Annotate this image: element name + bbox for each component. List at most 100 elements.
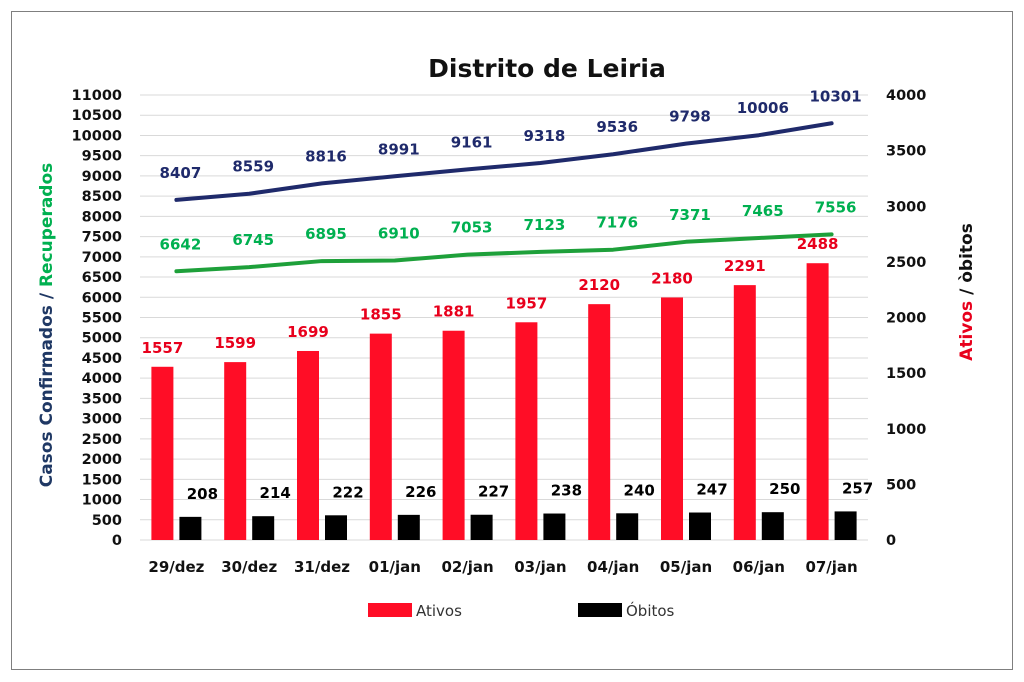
bar-Óbitos xyxy=(834,511,857,540)
right-tick-label: 4000 xyxy=(886,88,926,104)
line-data-label: 7053 xyxy=(451,219,493,237)
left-tick-label: 500 xyxy=(92,513,122,529)
bar-data-label: 226 xyxy=(405,483,436,501)
left-tick-label: 8500 xyxy=(82,189,122,205)
line-data-label: 10006 xyxy=(737,99,789,117)
data-labels: 1557 1599 1699 1855 1881 1957 2120 2180 2291 2488… xyxy=(142,87,874,503)
bar-Ativos xyxy=(661,297,683,540)
line-data-label: 8559 xyxy=(232,158,274,176)
bar-Óbitos xyxy=(252,516,275,540)
left-axis-title-part: Casos Confirmados xyxy=(37,305,57,487)
bar-data-label: 1881 xyxy=(433,303,475,321)
bar-data-label: 208 xyxy=(187,485,218,503)
left-tick-label: 0 xyxy=(112,533,122,549)
bar-data-label: 1957 xyxy=(506,294,548,312)
left-axis-title-part: Recuperados xyxy=(37,163,57,287)
line-series xyxy=(174,232,834,274)
left-axis-title-part: / xyxy=(37,287,57,305)
bar-Óbitos xyxy=(470,514,493,540)
right-tick-label: 3000 xyxy=(886,199,926,215)
bar-data-label: 1599 xyxy=(214,334,256,352)
lines xyxy=(174,121,834,274)
category-label: 04/jan xyxy=(587,558,639,576)
bar-data-label: 2488 xyxy=(797,235,839,253)
bar-data-label: 247 xyxy=(696,481,727,499)
line-data-label: 9161 xyxy=(451,133,493,151)
bar-Ativos xyxy=(588,304,611,540)
category-labels: 29/dez 30/dez 31/dez 01/jan 02/jan 03/jan 04/j… xyxy=(148,558,857,576)
right-tick-label: 1500 xyxy=(886,366,926,382)
category-label: 05/jan xyxy=(660,558,712,576)
chart-frame xyxy=(11,11,1013,670)
bar-Ativos xyxy=(224,362,247,540)
legend-swatch xyxy=(578,603,622,617)
bar-data-label: 227 xyxy=(478,483,509,501)
category-label: 29/dez xyxy=(148,558,204,576)
bars xyxy=(151,263,857,540)
legend: Ativos Óbitos xyxy=(368,601,675,620)
line-data-label: 7371 xyxy=(669,206,711,224)
left-axis-ticks: 0 500 1000 1500 2000 2500 3000 3500 4000 4500 5000… xyxy=(72,88,122,549)
left-tick-label: 4000 xyxy=(82,371,122,387)
line-data-label: 9536 xyxy=(596,118,638,136)
bar-Ativos xyxy=(515,322,538,540)
bar-Ativos xyxy=(806,263,829,540)
line-data-label: 6895 xyxy=(305,225,347,243)
left-tick-label: 2500 xyxy=(82,432,122,448)
right-axis-ticks: 0 500 1000 1500 2000 2500 3000 3500 4000 xyxy=(886,88,926,549)
right-axis-title-part: / òbitos xyxy=(957,223,977,301)
left-tick-label: 6500 xyxy=(82,270,122,286)
bar-data-label: 2120 xyxy=(578,276,620,294)
legend-label: Ativos xyxy=(416,602,462,620)
left-tick-label: 10000 xyxy=(72,128,122,144)
right-axis-title: Ativos / òbitos xyxy=(957,223,977,361)
right-tick-label: 2500 xyxy=(886,255,926,271)
bar-Ativos xyxy=(442,330,465,540)
line-data-label: 6745 xyxy=(232,231,274,249)
bar-data-label: 1699 xyxy=(287,323,329,341)
left-tick-label: 3500 xyxy=(82,391,122,407)
right-tick-label: 3500 xyxy=(886,144,926,160)
left-tick-label: 1500 xyxy=(82,472,122,488)
left-tick-label: 11000 xyxy=(72,88,122,104)
chart-title: Distrito de Leiria xyxy=(428,54,666,83)
bar-data-label: 257 xyxy=(842,479,873,497)
left-tick-label: 9000 xyxy=(82,169,122,185)
category-label: 06/jan xyxy=(733,558,785,576)
left-tick-label: 7500 xyxy=(82,230,122,246)
line-data-label: 6910 xyxy=(378,224,420,242)
left-tick-label: 9500 xyxy=(82,149,122,165)
category-label: 07/jan xyxy=(805,558,857,576)
bar-data-label: 2291 xyxy=(724,257,766,275)
bar-data-label: 214 xyxy=(260,484,291,502)
line-data-label: 7123 xyxy=(524,216,566,234)
left-axis-title: Casos Confirmados / Recuperados xyxy=(37,163,57,488)
left-tick-label: 3000 xyxy=(82,412,122,428)
right-tick-label: 1000 xyxy=(886,422,926,438)
bar-Óbitos xyxy=(616,513,639,540)
left-tick-label: 4500 xyxy=(82,351,122,367)
line-data-label: 8991 xyxy=(378,140,420,158)
legend-swatch xyxy=(368,603,412,617)
bar-data-label: 240 xyxy=(624,481,655,499)
left-tick-label: 2000 xyxy=(82,452,122,468)
bar-data-label: 238 xyxy=(551,482,582,500)
category-label: 30/dez xyxy=(221,558,277,576)
bar-Ativos xyxy=(369,333,392,540)
category-label: 31/dez xyxy=(294,558,350,576)
left-tick-label: 6000 xyxy=(82,290,122,306)
bar-Óbitos xyxy=(761,512,784,540)
right-axis-title-part: Ativos xyxy=(957,301,977,361)
category-label: 02/jan xyxy=(441,558,493,576)
left-tick-label: 5500 xyxy=(82,311,122,327)
left-tick-label: 10500 xyxy=(72,108,122,124)
bar-data-label: 1557 xyxy=(142,339,184,357)
bar-data-label: 1855 xyxy=(360,306,402,324)
bar-Ativos xyxy=(151,366,174,540)
line-data-label: 6642 xyxy=(160,235,202,253)
bar-data-label: 2180 xyxy=(651,269,693,287)
line-data-label: 7465 xyxy=(742,202,784,220)
line-data-label: 7556 xyxy=(815,198,857,216)
right-tick-label: 500 xyxy=(886,477,916,493)
